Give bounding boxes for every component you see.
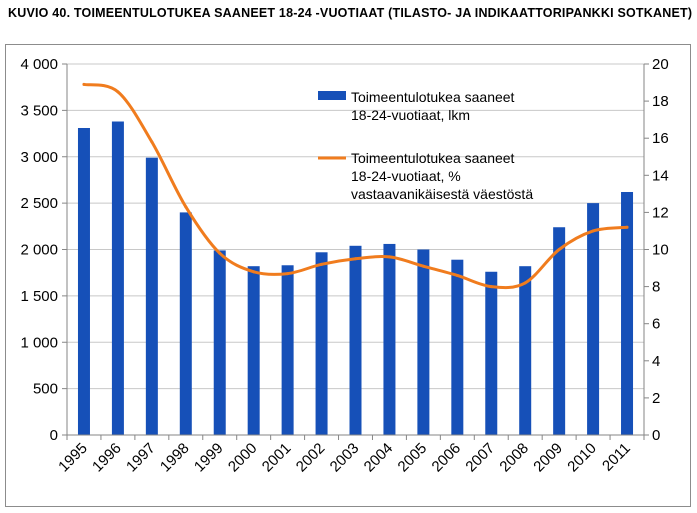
right-axis-ticks: 0 2 4 6 8 10 12 14 16 18 20 <box>652 56 669 444</box>
bar <box>179 212 192 435</box>
x-axis-tick-label: 1998 <box>157 440 193 476</box>
bar-series <box>77 121 634 436</box>
right-axis-tick-label: 12 <box>652 204 669 221</box>
line-point <box>218 251 222 255</box>
bar <box>145 157 158 436</box>
chart-frame <box>5 44 691 507</box>
x-axis-tick-label: 1997 <box>123 440 159 476</box>
x-axis-tick-label: 2005 <box>395 440 431 476</box>
left-axis-tick-label: 2 500 <box>20 195 58 212</box>
line-point <box>252 270 256 274</box>
x-axis-tick-label: 1999 <box>191 440 227 476</box>
left-axis-tick-label: 3 500 <box>20 102 58 119</box>
left-axis-tick-label: 3 000 <box>20 149 58 166</box>
bar <box>247 266 260 435</box>
right-axis-tick-label: 14 <box>652 167 669 184</box>
line-point <box>489 285 493 289</box>
line-point <box>116 90 120 94</box>
left-axis-tick-label: 0 <box>50 427 58 444</box>
line-point <box>421 264 425 268</box>
x-axis-tick-label: 1996 <box>89 440 125 476</box>
bar <box>519 266 532 435</box>
legend-label-line: 18-24-vuotiaat, % <box>351 168 461 184</box>
x-axis-tick-label: 2000 <box>225 440 261 476</box>
x-axis-tick-label: 2006 <box>429 440 465 476</box>
line-point <box>387 255 391 259</box>
right-axis-tick-label: 16 <box>652 130 669 147</box>
bar <box>315 252 328 435</box>
bar <box>213 250 226 435</box>
left-axis-tick-label: 1 000 <box>20 334 58 351</box>
left-axis-tick-label: 500 <box>33 381 58 398</box>
x-axis-tick-label: 2002 <box>293 440 329 476</box>
line-point <box>523 281 527 285</box>
x-axis-tick-label: 2010 <box>564 440 600 476</box>
right-axis-tick-label: 20 <box>652 56 669 73</box>
bar <box>553 227 566 435</box>
line-point <box>82 82 86 86</box>
right-axis-tick-label: 2 <box>652 390 660 407</box>
left-axis-ticks: 0 500 1 000 1 500 2 000 2 500 3 000 3 500 4 000 <box>20 56 58 444</box>
legend-label-line: Toimeentulotukea saaneet <box>351 150 515 166</box>
legend-label-bar: 18-24-vuotiaat, lkm <box>351 107 470 123</box>
line-point <box>455 273 459 277</box>
right-axis-tick-label: 0 <box>652 427 660 444</box>
legend: Toimeentulotukea saaneet 18-24-vuotiaat, … <box>318 89 533 202</box>
line-series <box>82 82 629 290</box>
line-point <box>184 205 188 209</box>
line-point <box>150 140 154 144</box>
right-axis-tick-label: 4 <box>652 353 660 370</box>
x-axis-tick-label: 2004 <box>361 440 397 476</box>
bar <box>383 243 396 435</box>
legend-swatch-bar <box>318 91 346 100</box>
line-point <box>286 272 290 276</box>
legend-label-line: vastaavanikäisestä väestöstä <box>351 186 533 202</box>
x-axis-tick-label: 2011 <box>599 440 634 475</box>
bar <box>587 203 600 435</box>
x-axis-ticks: 1995199619971998199920002001200220032004… <box>55 440 634 476</box>
line-point <box>320 262 324 266</box>
x-axis-tick-label: 2003 <box>327 440 363 476</box>
right-axis-tick-label: 8 <box>652 279 660 296</box>
bar <box>485 271 498 435</box>
line-point <box>557 248 561 251</box>
axes <box>62 63 649 440</box>
x-axis-tick-label: 2009 <box>530 440 566 476</box>
line-point <box>354 257 357 261</box>
legend-label-bar: Toimeentulotukea saaneet <box>351 89 515 105</box>
bar <box>621 191 634 435</box>
line-point <box>625 225 629 229</box>
left-axis-tick-label: 1 500 <box>20 288 58 305</box>
right-axis-tick-label: 6 <box>652 316 660 333</box>
bar <box>451 259 464 435</box>
bar <box>417 249 430 435</box>
x-axis-tick-label: 1995 <box>55 440 91 476</box>
bar <box>349 245 362 435</box>
x-axis-tick-label: 2001 <box>259 440 295 476</box>
bar <box>77 127 90 435</box>
right-axis-tick-label: 10 <box>652 242 669 259</box>
bar <box>281 265 294 435</box>
left-axis-tick-label: 4 000 <box>20 56 58 73</box>
chart-title: KUVIO 40. TOIMEENTULOTUKEA SAANEET 18-24… <box>8 6 693 20</box>
line-point <box>591 229 595 233</box>
bar <box>111 121 124 435</box>
x-axis-tick-label: 2007 <box>462 440 498 476</box>
left-axis-tick-label: 2 000 <box>20 242 58 259</box>
x-axis-tick-label: 2008 <box>496 440 532 476</box>
right-axis-tick-label: 18 <box>652 93 669 110</box>
